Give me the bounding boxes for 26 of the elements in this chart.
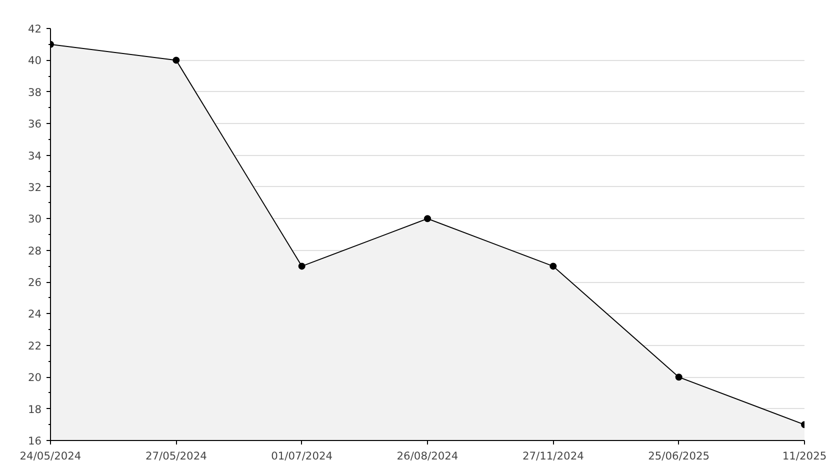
x-tick-label: 27/05/2024 — [145, 450, 208, 462]
x-tick-label: 01/07/2024 — [271, 450, 333, 462]
y-tick-label: 20 — [28, 371, 42, 384]
x-tick-label: 26/08/2024 — [396, 450, 458, 462]
x-tick-label: 11/2025 — [782, 450, 827, 462]
y-tick-label: 30 — [28, 212, 42, 226]
point — [298, 262, 306, 270]
y-tick-label: 34 — [28, 149, 42, 162]
point — [675, 374, 682, 381]
y-tick-label: 40 — [28, 54, 42, 68]
x-tick-label: 27/11/2024 — [522, 450, 584, 462]
y-tick-label: 38 — [28, 86, 42, 99]
point — [424, 215, 431, 222]
y-tick-label: 26 — [28, 276, 42, 290]
y-tick-label: 18 — [28, 402, 42, 416]
y-tick-label: 22 — [28, 339, 42, 352]
point — [172, 56, 180, 64]
x-tick-label: 24/05/2024 — [20, 450, 82, 462]
y-tick-label: 16 — [28, 434, 42, 448]
y-tick-label: 32 — [28, 180, 42, 194]
y-tick-label: 28 — [28, 244, 42, 258]
y-tick-label: 24 — [28, 308, 42, 321]
point — [550, 262, 557, 270]
y-tick-label: 42 — [28, 22, 42, 36]
y-tick-label: 36 — [28, 118, 42, 131]
x-tick-label: 25/06/2025 — [648, 450, 710, 462]
